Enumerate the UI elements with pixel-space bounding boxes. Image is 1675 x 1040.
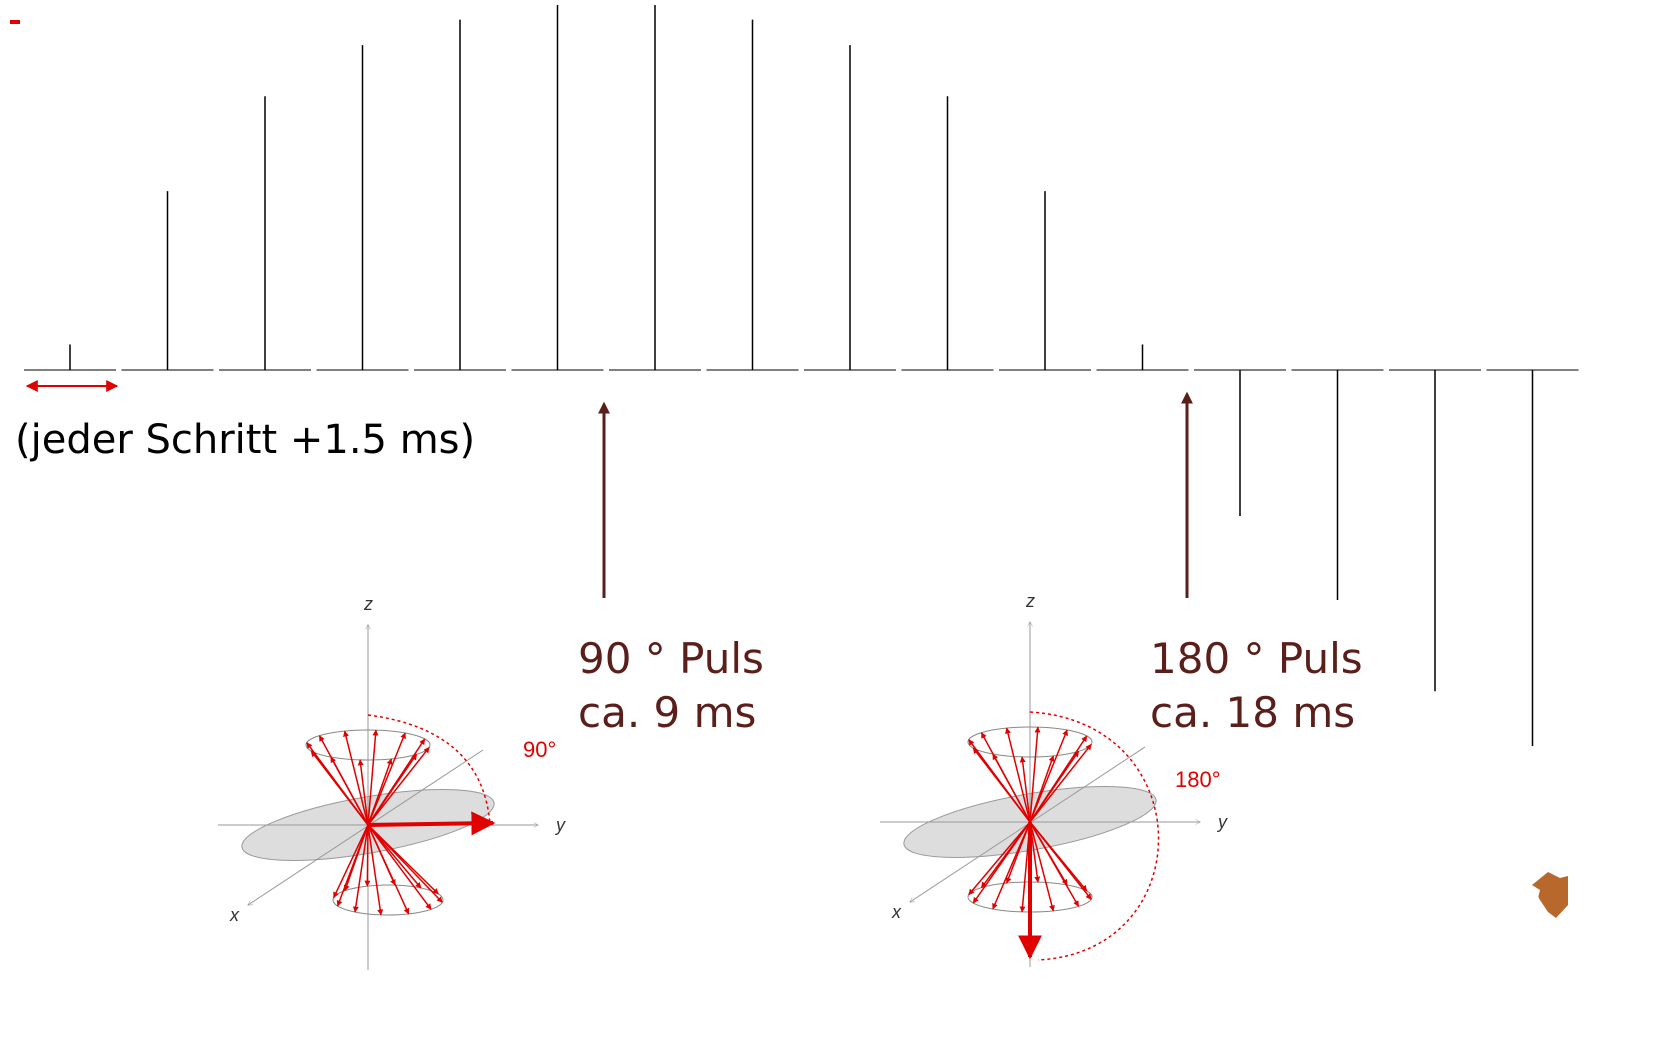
spin-vector	[367, 729, 379, 826]
spin-vector	[330, 756, 369, 826]
cone-rim	[332, 884, 444, 916]
rotation-arc	[1029, 711, 1160, 961]
spin-vector	[364, 824, 371, 887]
spin-vector	[1029, 821, 1055, 912]
net-vector	[367, 811, 496, 836]
spin-vector	[972, 747, 1031, 823]
spin-vector	[367, 732, 406, 826]
axis-label: z	[1025, 591, 1035, 611]
spin-vector	[980, 821, 1031, 889]
spin-vector	[1005, 821, 1031, 884]
spin-vector	[1019, 756, 1031, 823]
spectra	[24, 5, 1579, 746]
spin-vector	[367, 746, 430, 826]
axis-label: y	[554, 815, 566, 835]
marker-dash	[10, 20, 20, 24]
spin-vector	[343, 730, 369, 826]
spin-vector	[367, 824, 443, 903]
spin-vector	[1029, 735, 1088, 823]
pulse-time: ca. 9 ms	[578, 688, 756, 737]
spin-vector	[367, 824, 432, 910]
spin-vector	[1029, 729, 1068, 823]
spin-vector	[343, 824, 369, 892]
spin-vector	[992, 753, 1031, 823]
spin-vector	[367, 824, 410, 915]
pulse-time: ca. 18 ms	[1150, 688, 1355, 737]
spin-vector	[1029, 726, 1041, 823]
spin-vector	[367, 738, 426, 826]
spin-vector	[1029, 821, 1080, 907]
rotation-arc	[367, 714, 491, 826]
spin-vector	[1029, 821, 1092, 900]
step-note: (jeder Schritt +1.5 ms)	[15, 417, 475, 463]
axis-label: x	[891, 902, 902, 922]
fox-icon	[1532, 872, 1568, 918]
spin-vector	[367, 824, 384, 916]
axis-label: y	[1216, 812, 1228, 832]
spin-vector	[352, 824, 369, 913]
axis-label: x	[229, 905, 240, 925]
angle-label: 90°	[523, 737, 556, 762]
spin-vector	[1029, 743, 1092, 823]
spin-vector	[1005, 727, 1031, 823]
angle-label: 180°	[1175, 767, 1221, 792]
spin-vector	[367, 824, 422, 889]
spin-vector	[310, 750, 369, 826]
pulse-title: 180 ° Puls	[1150, 634, 1363, 683]
vector-diagram-180: z y x 180°	[880, 591, 1228, 967]
spin-vector	[968, 821, 1031, 896]
cone-rim	[305, 729, 431, 761]
vector-diagram-90: z y x 90°	[218, 594, 566, 970]
spin-vector	[357, 759, 369, 826]
spin-vector	[332, 824, 369, 899]
cone-rim	[967, 726, 1093, 758]
axis-label: z	[363, 594, 373, 614]
axis	[248, 749, 484, 905]
pulse-title: 90 ° Puls	[578, 634, 764, 683]
